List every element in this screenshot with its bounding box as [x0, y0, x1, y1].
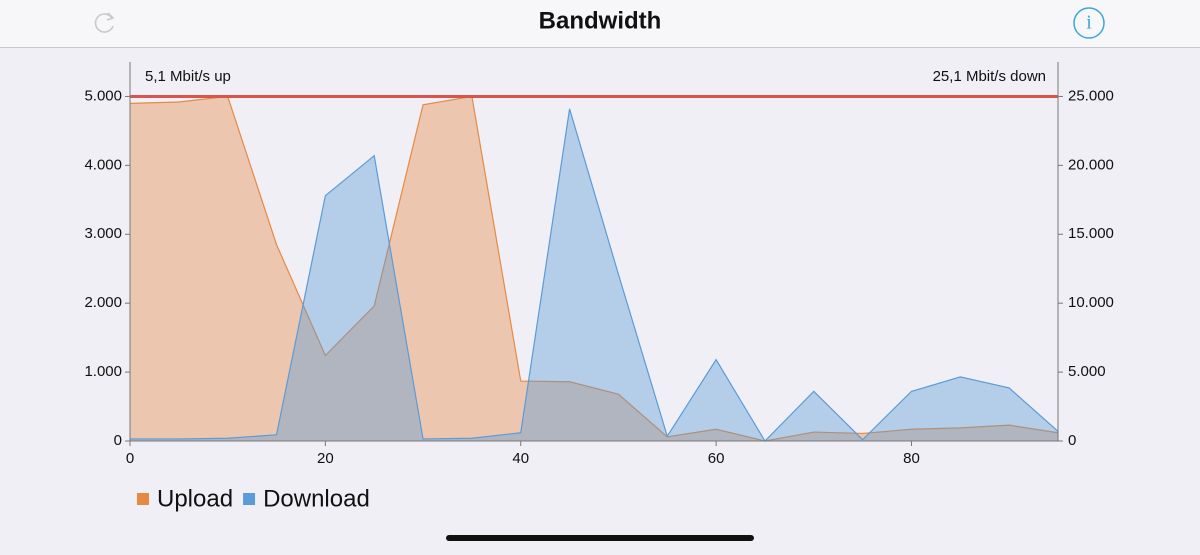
annotation: 5,1 Mbit/s up [145, 68, 231, 85]
y-tick-label: 0 [114, 432, 122, 449]
y2-tick-label: 10.000 [1068, 294, 1114, 311]
y-tick-label: 2.000 [84, 294, 122, 311]
y-tick-label: 5.000 [84, 87, 122, 104]
y-tick-label: 3.000 [84, 225, 122, 242]
y-tick-label: 1.000 [84, 363, 122, 380]
home-indicator [446, 535, 754, 541]
y2-tick-label: 20.000 [1068, 156, 1114, 173]
area-line [129, 95, 1059, 442]
chart: 0 1.000 2.000 3.000 4.000 5.000 0 5.000 10.000 15… [84, 62, 1114, 512]
legend-swatch [137, 493, 149, 505]
legend-swatch [243, 493, 256, 505]
y2-tick-label: 25.000 [1068, 87, 1114, 104]
area-fill [130, 108, 1058, 441]
svg-text:i: i [1086, 12, 1092, 34]
refresh-button[interactable] [94, 12, 115, 33]
y2-tick-label: 15.000 [1068, 225, 1114, 242]
legend-label: Upload [157, 485, 233, 512]
y2-tick-label: 5.000 [1068, 363, 1106, 380]
x-tick-label: 60 [708, 450, 725, 467]
x-tick-label: 0 [126, 450, 134, 467]
area-line [130, 108, 1059, 442]
area-fill [130, 96, 1058, 442]
nav-bar [0, 0, 1200, 47]
y2-tick-label: 0 [1068, 432, 1076, 449]
nav-title: Bandwidth [539, 7, 662, 34]
y-tick-label: 4.000 [84, 156, 122, 173]
info-button[interactable]: i [1073, 7, 1105, 39]
x-tick-label: 40 [512, 450, 529, 467]
legend-label: Download [263, 485, 370, 512]
x-tick-label: 80 [903, 450, 920, 467]
x-tick-label: 20 [317, 450, 334, 467]
annotation: 25,1 Mbit/s down [933, 68, 1046, 85]
